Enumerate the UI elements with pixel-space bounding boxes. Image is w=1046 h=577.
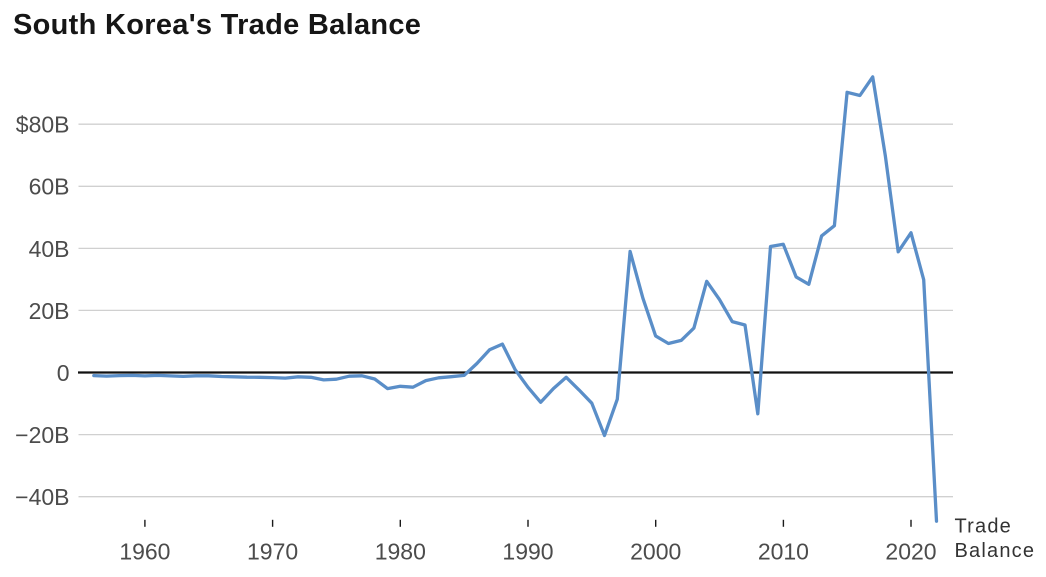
svg-text:1980: 1980 bbox=[375, 538, 426, 564]
svg-text:2010: 2010 bbox=[758, 538, 809, 564]
svg-text:1970: 1970 bbox=[247, 538, 298, 564]
svg-text:40B: 40B bbox=[29, 236, 70, 262]
svg-text:$80B: $80B bbox=[16, 112, 70, 138]
svg-text:0: 0 bbox=[57, 360, 70, 386]
svg-text:Balance: Balance bbox=[955, 540, 1036, 562]
svg-text:Trade: Trade bbox=[955, 516, 1013, 538]
svg-text:1960: 1960 bbox=[119, 538, 170, 564]
svg-text:−20B: −20B bbox=[15, 422, 69, 448]
svg-text:20B: 20B bbox=[29, 298, 70, 324]
svg-text:60B: 60B bbox=[29, 174, 70, 200]
svg-text:1990: 1990 bbox=[502, 538, 553, 564]
svg-text:2020: 2020 bbox=[885, 538, 936, 564]
svg-text:−40B: −40B bbox=[15, 484, 69, 510]
svg-text:South Korea's Trade Balance: South Korea's Trade Balance bbox=[13, 9, 421, 41]
svg-text:2000: 2000 bbox=[630, 538, 681, 564]
